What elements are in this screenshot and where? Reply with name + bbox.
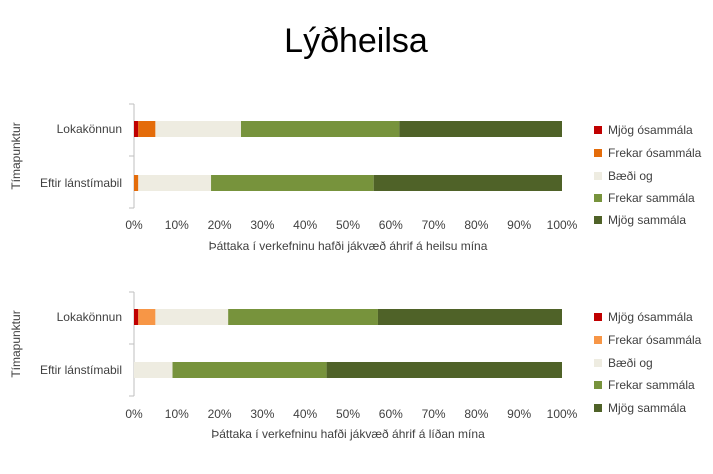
- legend-swatch: [594, 313, 602, 321]
- legend-label: Bæði og: [608, 169, 653, 183]
- bar-1-0-4: [399, 121, 562, 137]
- x-axis-title: Þáttaka í verkefninu hafði jákvæð áhrif …: [211, 427, 485, 441]
- x-tick-label: 30%: [250, 218, 274, 232]
- x-tick-label: 100%: [547, 218, 578, 232]
- legend: Mjög ósammála Frekar ósammála Bæði og Freka…: [594, 310, 702, 415]
- x-tick-label: 50%: [336, 218, 360, 232]
- category-label: Lokakönnun: [57, 310, 122, 324]
- legend-label: Mjög sammála: [608, 401, 686, 415]
- bar-2-1-3: [172, 362, 327, 378]
- x-tick-label: 60%: [379, 407, 403, 421]
- category-label: Eftir lánstímabil: [40, 363, 122, 377]
- x-tick-label: 40%: [293, 407, 317, 421]
- x-tick-label: 70%: [422, 218, 446, 232]
- bar-2-0-3: [228, 309, 378, 325]
- legend-swatch: [594, 359, 602, 367]
- bar-2-1-4: [326, 362, 562, 378]
- legend-swatch: [594, 336, 602, 344]
- bar-1-0-0: [134, 121, 139, 137]
- legend-swatch: [594, 404, 602, 412]
- chart-panel-1: Lokakönnun Eftir lánstímabil 0% 10% 20% 30% 40…: [9, 103, 702, 253]
- bar-1-0-1: [138, 121, 156, 137]
- x-tick-label: 90%: [507, 407, 531, 421]
- x-tick-label: 0%: [125, 218, 143, 232]
- x-tick-label: 80%: [464, 407, 488, 421]
- category-label: Lokakönnun: [57, 122, 122, 136]
- legend-label: Frekar sammála: [608, 191, 695, 205]
- bar-2-0-2: [155, 309, 229, 325]
- chart-panel-2: Lokakönnun Eftir lánstímabil 0% 10% 20% 30% 40…: [9, 291, 702, 441]
- x-tick-label: 20%: [208, 407, 232, 421]
- bar-1-0-3: [241, 121, 400, 137]
- bar-2-0-4: [377, 309, 562, 325]
- category-label: Eftir lánstímabil: [40, 176, 122, 190]
- x-tick-label: 20%: [208, 218, 232, 232]
- legend-label: Frekar ósammála: [608, 146, 702, 160]
- legend-swatch: [594, 216, 602, 224]
- x-tick-label: 70%: [422, 407, 446, 421]
- legend-label: Frekar ósammála: [608, 333, 702, 347]
- x-tick-label: 100%: [547, 407, 578, 421]
- legend-swatch: [594, 149, 602, 157]
- legend-swatch: [594, 126, 602, 134]
- x-tick-label: 0%: [125, 407, 143, 421]
- x-tick-label: 10%: [165, 407, 189, 421]
- x-axis-title: Þáttaka í verkefninu hafði jákvæð áhrif …: [209, 239, 488, 253]
- x-tick-label: 30%: [250, 407, 274, 421]
- x-tick-label: 80%: [464, 218, 488, 232]
- x-tick-label: 60%: [379, 218, 403, 232]
- bar-1-1-3: [211, 175, 374, 191]
- x-tick-label: 10%: [165, 218, 189, 232]
- chart-title: Lýðheilsa: [284, 22, 428, 60]
- legend-label: Mjög ósammála: [608, 123, 693, 137]
- chart-panels: Lokakönnun Eftir lánstímabil 0% 10% 20% 30% 40…: [9, 103, 702, 441]
- legend: Mjög ósammála Frekar ósammála Bæði og Freka…: [594, 123, 702, 227]
- bar-1-1-1: [134, 175, 139, 191]
- legend-swatch: [594, 381, 602, 389]
- legend-swatch: [594, 172, 602, 180]
- bar-2-0-1: [138, 309, 156, 325]
- x-tick-label: 90%: [507, 218, 531, 232]
- bar-1-1-4: [373, 175, 562, 191]
- bar-2-0-0: [134, 309, 139, 325]
- legend-label: Frekar sammála: [608, 378, 695, 392]
- legend-label: Mjög sammála: [608, 213, 686, 227]
- x-tick-label: 40%: [293, 218, 317, 232]
- legend-swatch: [594, 194, 602, 202]
- x-tick-label: 50%: [336, 407, 360, 421]
- bar-2-1-2: [134, 362, 173, 378]
- bar-1-0-2: [155, 121, 241, 137]
- legend-label: Mjög ósammála: [608, 310, 693, 324]
- y-axis-title: Tímapunktur: [9, 310, 23, 377]
- bar-1-1-2: [138, 175, 212, 191]
- legend-label: Bæði og: [608, 356, 653, 370]
- y-axis-title: Tímapunktur: [9, 122, 23, 189]
